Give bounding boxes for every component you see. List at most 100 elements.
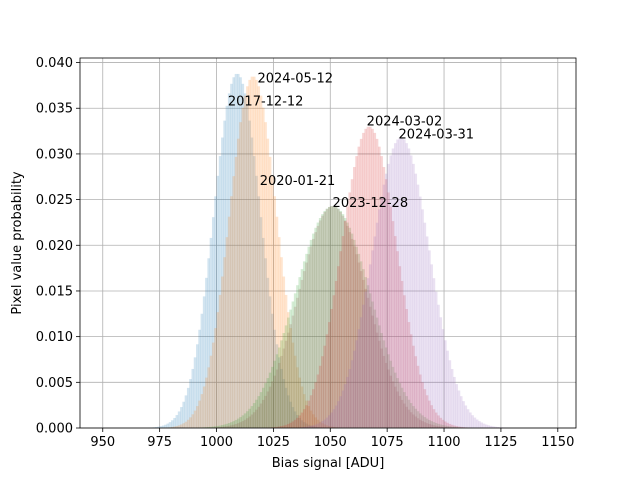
bar [305,405,308,428]
bar [357,329,361,428]
bar [262,237,265,428]
bar [382,355,386,428]
bar [168,422,172,428]
bar [264,395,267,428]
bar [393,143,397,428]
bar [421,415,424,428]
bar [296,415,299,428]
bar [325,209,329,428]
bar [298,417,301,428]
bar [389,206,393,428]
bar [350,179,354,428]
bar [255,79,258,428]
plot-frame [79,57,577,429]
series-2020-01-21 [196,206,470,428]
bar [302,394,306,428]
bar [239,77,242,428]
bar [339,396,342,428]
bar [487,425,490,428]
bar [218,427,222,428]
bar [382,184,386,428]
bar [321,214,324,428]
bar [416,184,420,428]
bar [421,209,424,428]
bar [243,93,247,428]
bar [302,409,306,428]
bar [343,217,347,428]
bar [378,340,381,428]
bar [277,357,281,428]
bar [387,163,390,428]
bar [359,138,363,428]
bar [366,285,370,428]
bar [175,426,179,428]
bar [323,211,327,428]
bar [419,413,422,428]
bar [400,280,404,428]
bar [353,246,356,428]
bar [332,206,336,428]
bar [155,427,158,428]
bar [275,354,279,428]
y-tick-label: 0.030 [36,147,73,162]
bar [384,173,388,428]
bar [375,222,379,428]
annotation-2024-05-12: 2024-05-12 [257,72,333,87]
bar [343,384,347,428]
bar [366,297,370,428]
bar [209,237,213,428]
bar [350,360,354,428]
bar [191,368,195,428]
bar [232,77,236,428]
bar [357,146,361,428]
bar [405,309,408,428]
bar [409,334,413,428]
bar [280,340,283,428]
bar [428,423,431,428]
bar [359,261,363,428]
bar [439,317,443,428]
bar [273,375,276,428]
bar [337,401,340,428]
bar [214,328,217,428]
bar [405,396,408,428]
bar [273,196,276,428]
bar [211,426,215,428]
bar [455,427,458,428]
bar [334,207,338,428]
bar [373,324,377,428]
bar [173,417,176,428]
bar [357,262,361,428]
bar [293,411,297,428]
bar [241,83,245,428]
bar [316,374,320,428]
bar [268,296,272,428]
bar [273,360,276,428]
bar [305,400,308,428]
bar [221,276,224,428]
bar [248,408,251,428]
bar [389,375,393,428]
bar [246,86,249,428]
bar [437,304,440,428]
bar [337,208,340,428]
x-tick-label: 1125 [484,435,517,450]
bar [430,405,433,428]
bar [223,257,226,428]
bar [434,425,438,428]
bar [182,401,185,428]
bar [421,382,424,428]
series-annotations: 2017-12-12 2024-05-12 2020-01-21 2023-12-28… [228,72,474,211]
bar [255,399,258,428]
bar [182,423,185,428]
bar [391,221,395,428]
bar [425,418,429,428]
bar [362,279,365,428]
bar [318,217,322,428]
bar [266,138,270,428]
bar [325,417,329,428]
bar [346,206,349,428]
bar [391,381,395,428]
bar [157,426,160,428]
bar [282,276,286,428]
